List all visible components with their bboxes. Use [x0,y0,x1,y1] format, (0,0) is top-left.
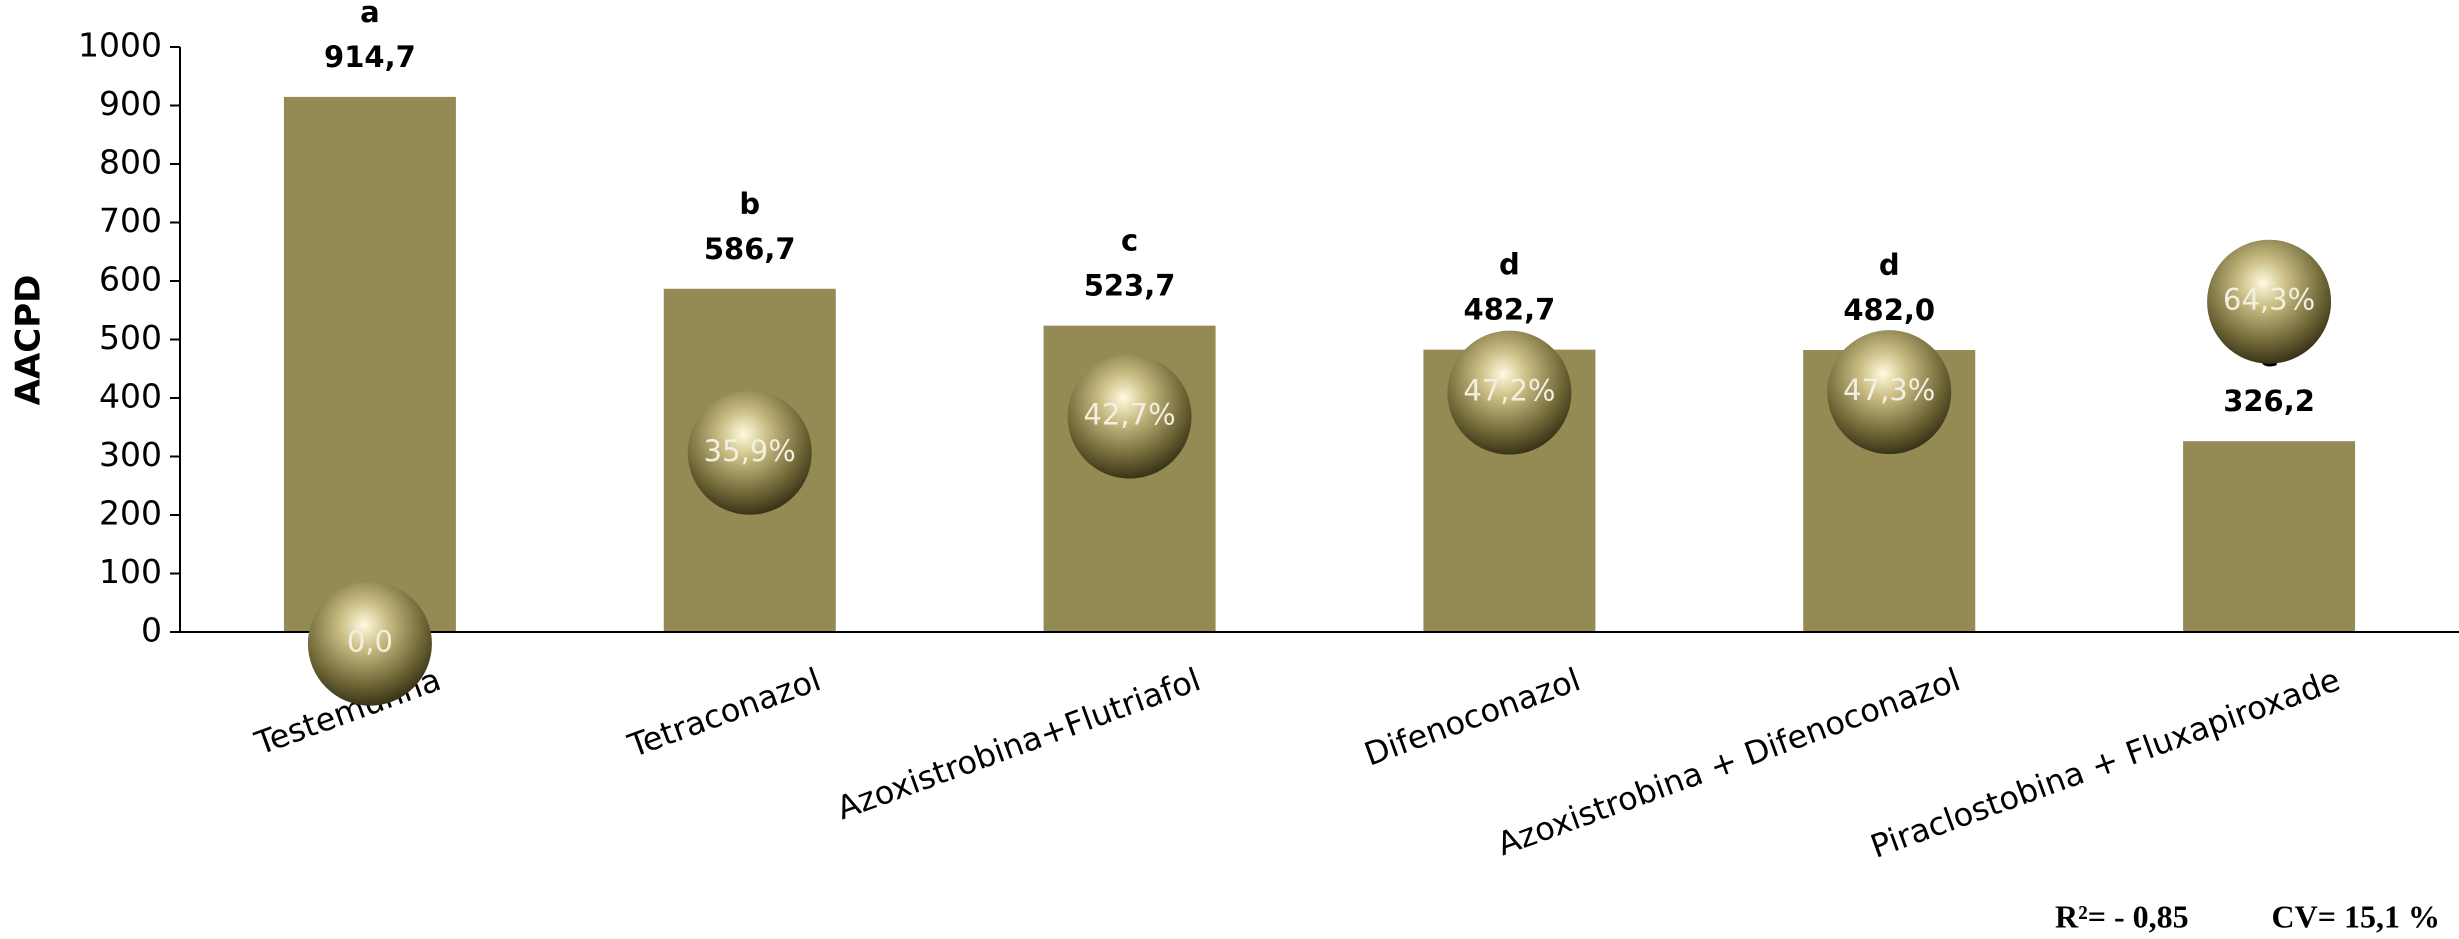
significance-letter: d [1499,248,1520,282]
value-label: 586,7 [704,232,796,266]
y-tick-label: 400 [99,377,162,416]
y-tick-label: 700 [99,201,162,240]
bubble [1067,354,1192,479]
y-tick-label: 100 [99,552,162,591]
bubble-label: 47,3% [1843,373,1935,407]
x-tick-label: Azoxistrobina+Flutriafol [832,660,1206,827]
y-tick-label: 800 [99,143,162,182]
x-tick-label: Difenoconazol [1359,660,1585,773]
y-tick-label: 0 [141,611,162,650]
significance-letter: c [1121,224,1138,258]
x-tick-label: Tetraconazol [622,660,825,765]
bubble-label: 0,0 [347,625,393,659]
y-axis-label: AACPD [9,275,49,406]
y-tick-label: 1000 [78,26,162,65]
bubble [307,581,432,706]
footer-cv: CV= 15,1 % [2272,898,2440,934]
y-tick-label: 300 [99,435,162,474]
bar [283,96,456,632]
bubble [1827,330,1952,455]
bubble-label: 42,7% [1084,398,1176,432]
bar [2183,441,2356,632]
y-tick-label: 500 [99,318,162,357]
significance-letter: d [1879,248,1900,282]
bubble [687,390,812,515]
bubble-label: 35,9% [704,434,796,468]
value-label: 523,7 [1084,269,1176,303]
value-label: 326,2 [2223,384,2315,418]
value-label: 482,0 [1843,293,1935,327]
bubble [1447,330,1572,455]
value-label: 482,7 [1464,293,1556,327]
bubble [2207,239,2332,364]
y-tick-label: 200 [99,494,162,533]
y-tick-label: 900 [99,84,162,123]
significance-letter: a [360,0,380,29]
value-label: 914,7 [324,40,416,74]
y-tick-label: 600 [99,260,162,299]
significance-letter: b [739,187,760,221]
bubble-label: 64,3% [2223,283,2315,317]
footer-r2: R²= - 0,85 [2055,898,2189,934]
bubble-label: 47,2% [1463,374,1555,408]
